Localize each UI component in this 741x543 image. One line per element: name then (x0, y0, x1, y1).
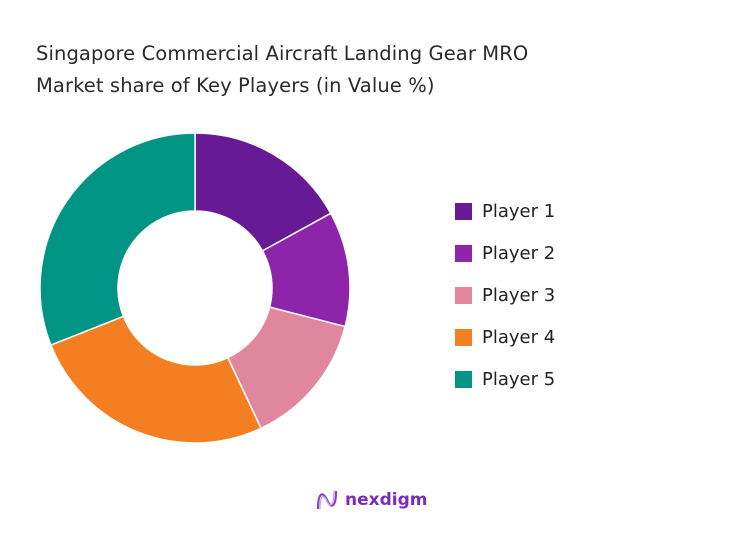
legend-item-player-5: Player 5 (455, 358, 555, 400)
legend-swatch (455, 286, 472, 304)
slice-player-4 (49, 315, 262, 444)
legend-label: Player 2 (482, 242, 556, 264)
legend-label: Player 4 (482, 326, 556, 348)
legend-item-player-3: Player 3 (455, 274, 555, 316)
legend-swatch (455, 328, 472, 346)
legend-label: Player 1 (482, 200, 556, 222)
legend-swatch (455, 244, 472, 262)
legend-label: Player 5 (482, 368, 556, 390)
legend-item-player-4: Player 4 (455, 316, 555, 358)
chart-title-line-1: Singapore Commercial Aircraft Landing Ge… (36, 42, 529, 65)
legend-swatch (455, 202, 472, 220)
nexdigm-logo: nexdigm (315, 488, 427, 512)
legend-swatch (455, 370, 472, 388)
legend-item-player-1: Player 1 (455, 190, 555, 232)
chart-title: Singapore Commercial Aircraft Landing Ge… (36, 38, 528, 102)
legend-label: Player 3 (482, 284, 556, 306)
nexdigm-logo-icon (316, 490, 338, 510)
legend-item-player-2: Player 2 (455, 232, 555, 274)
legend: Player 1 Player 2 Player 3 Player 4 Player 5 (455, 190, 555, 400)
slice-player-5 (39, 132, 196, 347)
logo-text: nexdigm (345, 490, 428, 510)
chart-title-line-2: Market share of Key Players (in Value %) (36, 74, 435, 97)
